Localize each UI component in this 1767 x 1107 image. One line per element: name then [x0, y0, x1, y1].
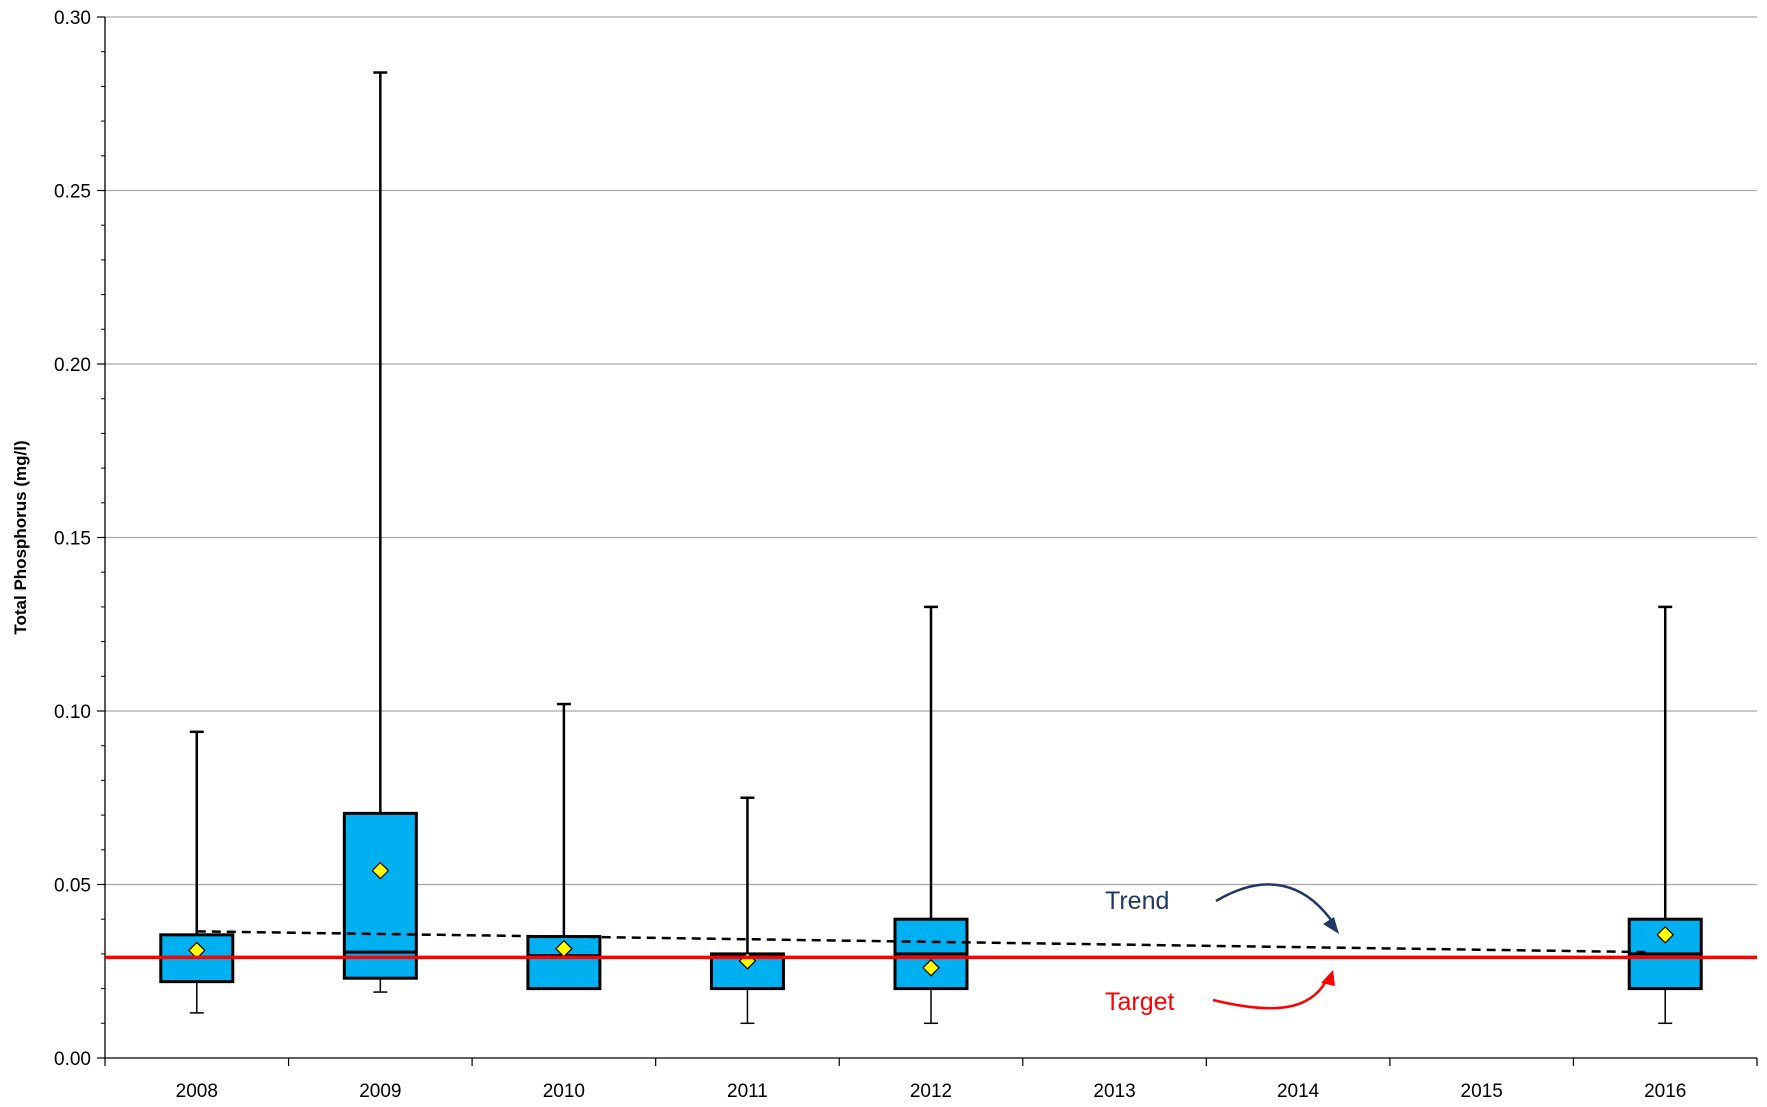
- y-tick-label: 0.30: [54, 8, 91, 29]
- mean-marker: [922, 958, 940, 977]
- x-tick-label: 2015: [1461, 1081, 1503, 1102]
- y-tick-label: 0.15: [54, 529, 91, 550]
- box-2009: [342, 71, 418, 993]
- box-2010: [526, 702, 602, 991]
- target-arrow: [1212, 980, 1328, 1010]
- reference-lines: [105, 930, 1757, 960]
- x-tick-label: 2010: [543, 1081, 585, 1102]
- x-tick-label: 2009: [359, 1081, 401, 1102]
- y-tick-label: 0.10: [54, 702, 91, 723]
- box-series: [159, 71, 1703, 1025]
- x-tick-label: 2013: [1093, 1081, 1135, 1102]
- x-tick-label: 2011: [727, 1081, 768, 1102]
- mean-marker: [371, 861, 390, 880]
- box-2012: [893, 605, 969, 1025]
- y-axis-title: Total Phosphorus (mg/l): [11, 440, 30, 634]
- y-tick-label: 0.05: [54, 876, 91, 897]
- box-2008: [159, 730, 235, 1014]
- target-arrowhead: [1321, 970, 1335, 986]
- y-tick-label: 0.25: [54, 182, 91, 203]
- box-2011: [709, 796, 785, 1025]
- x-tick-label: 2014: [1277, 1081, 1320, 1102]
- trend-arrow: [1215, 883, 1336, 925]
- target-annotation-label: Target: [1105, 988, 1175, 1016]
- y-tick-label: 0.20: [54, 355, 91, 376]
- mean-marker: [1656, 925, 1675, 944]
- trend-annotation-label: Trend: [1105, 887, 1169, 915]
- annotations: Trend Target: [1105, 883, 1339, 1016]
- trend-line: [196, 930, 1651, 954]
- trend-arrowhead: [1323, 917, 1339, 934]
- box-2016: [1627, 605, 1703, 1025]
- x-tick-label: 2008: [176, 1081, 218, 1102]
- tick-marks: 0.00 0.05 0.10 0.15 0.20 0.25 0.30 2008 2009 2010…: [54, 8, 1758, 1102]
- x-tick-label: 2012: [910, 1081, 952, 1102]
- y-tick-label: 0.00: [54, 1049, 91, 1070]
- x-tick-label: 2016: [1644, 1081, 1686, 1102]
